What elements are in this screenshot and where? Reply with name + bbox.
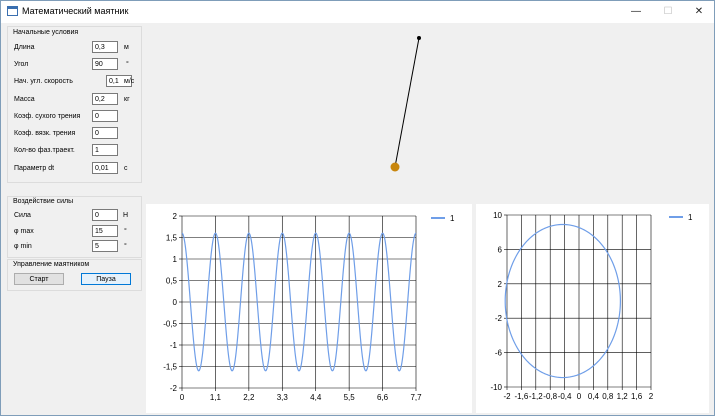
y-tick-label: -0,5	[163, 320, 177, 329]
angle-time-chart: 0 1,1 2,2 3,3 4,4 5,5 6,6 7,7 2 1,5 1 0,5 0 -0,5 -1 -1,…	[146, 204, 472, 413]
x-tick-label: 3,3	[277, 393, 289, 402]
phi-max-label: φ max	[14, 228, 34, 235]
viscous-friction-label: Коэф. вязк. трения	[14, 130, 76, 137]
window-title: Математический маятник	[22, 6, 129, 16]
series-line-1	[181, 232, 417, 372]
y-tick-label: -6	[495, 349, 503, 358]
y-tick-label: -1	[170, 341, 178, 350]
dt-unit: с	[124, 165, 128, 172]
dry-friction-label: Коэф. сухого трения	[14, 113, 81, 120]
close-button[interactable]: ✕	[694, 6, 704, 17]
start-button[interactable]: Старт	[14, 273, 64, 285]
x-tick-label: -0,8	[543, 392, 557, 401]
angle-label: Угол	[14, 61, 29, 68]
x-tick-label: 0	[180, 393, 185, 402]
phi-min-input[interactable]: 5	[92, 240, 118, 252]
viscous-friction-input[interactable]: 0	[92, 127, 118, 139]
series-line-1	[504, 223, 622, 379]
initial-conditions-title: Начальные условия	[13, 29, 79, 36]
x-tick-label: 1,6	[631, 392, 643, 401]
x-tick-label: -1,6	[515, 392, 529, 401]
maximize-button[interactable]: ☐	[663, 6, 673, 17]
force-unit: Н	[123, 212, 129, 219]
legend-label: 1	[688, 213, 693, 222]
y-tick-label: 2	[498, 280, 503, 289]
x-tick-label: 5,5	[344, 393, 356, 402]
y-tick-label: -10	[490, 383, 502, 392]
phi-min-unit: °	[124, 243, 127, 250]
x-tick-label: 4,4	[310, 393, 322, 402]
mass-input[interactable]: 0,2	[92, 93, 118, 105]
phi-min-label: φ min	[14, 243, 32, 250]
y-tick-label: 10	[493, 211, 502, 220]
y-tick-label: 1,5	[166, 234, 178, 243]
x-tick-label: 6,6	[377, 393, 389, 402]
y-tick-label: -2	[170, 384, 178, 393]
initial-conditions-group	[7, 26, 142, 183]
dt-input[interactable]: 0,01	[92, 162, 118, 174]
dry-friction-input[interactable]: 0	[92, 110, 118, 122]
angle-input[interactable]: 90	[92, 58, 118, 70]
pendulum-view	[390, 36, 421, 172]
phase-portrait-chart: -2 -1,6 -1,2 -0,8 -0,4 0 0,4 0,8 1,2 1,6 2 10 6 2 -2 -6…	[476, 204, 709, 413]
x-tick-label: -1,2	[529, 392, 543, 401]
length-input[interactable]: 0,3	[92, 41, 118, 53]
y-tick-label: 0,5	[166, 277, 178, 286]
x-tick-label: 2,2	[243, 393, 255, 402]
pendulum-bob	[390, 162, 400, 172]
title-bar: Математический маятник — ☐ ✕	[1, 1, 714, 23]
y-tick-label: 6	[498, 245, 503, 254]
x-tick-label: 0,4	[588, 392, 600, 401]
phi-max-unit: °	[124, 228, 127, 235]
x-tick-label: 2	[649, 392, 654, 401]
phase-trajectories-input[interactable]: 1	[92, 144, 118, 156]
x-tick-label: -2	[503, 392, 511, 401]
y-tick-label: 2	[173, 212, 178, 221]
pendulum-pivot	[417, 36, 421, 40]
dt-label: Параметр dt	[14, 165, 55, 172]
y-tick-label: -1,5	[163, 363, 177, 372]
app-icon	[7, 6, 18, 16]
x-tick-label: 1,1	[210, 393, 222, 402]
force-input[interactable]: 0	[92, 209, 118, 221]
force-group	[7, 196, 142, 258]
control-title: Управление маятником	[13, 261, 90, 268]
force-title: Воздействие силы	[13, 198, 74, 205]
x-tick-label: 7,7	[410, 393, 422, 402]
x-tick-label: 1,2	[617, 392, 629, 401]
x-tick-label: 0,8	[602, 392, 614, 401]
y-tick-label: 1	[173, 255, 178, 264]
legend-label: 1	[450, 214, 455, 223]
y-tick-label: 0	[173, 298, 178, 307]
angular-velocity-input[interactable]: 0,1	[106, 75, 132, 87]
x-tick-label: -0,4	[558, 392, 572, 401]
phi-max-input[interactable]: 15	[92, 225, 118, 237]
angular-velocity-label: Нач. угл. скорость	[14, 78, 73, 85]
control-group	[7, 259, 142, 291]
y-tick-label: -2	[495, 314, 503, 323]
mass-unit: кг	[124, 96, 130, 103]
pendulum-rod	[394, 37, 420, 168]
phase-trajectories-label: Кол-во фаз.траект.	[14, 147, 75, 154]
pause-button[interactable]: Пауза	[81, 273, 131, 285]
angle-unit: °	[126, 61, 129, 68]
mass-label: Масса	[14, 96, 35, 103]
length-unit: м	[124, 44, 129, 51]
minimize-button[interactable]: —	[631, 6, 641, 17]
x-tick-label: 0	[577, 392, 582, 401]
force-label: Сила	[14, 212, 31, 219]
angular-velocity-unit: м/с	[124, 78, 135, 85]
length-label: Длина	[14, 44, 35, 51]
